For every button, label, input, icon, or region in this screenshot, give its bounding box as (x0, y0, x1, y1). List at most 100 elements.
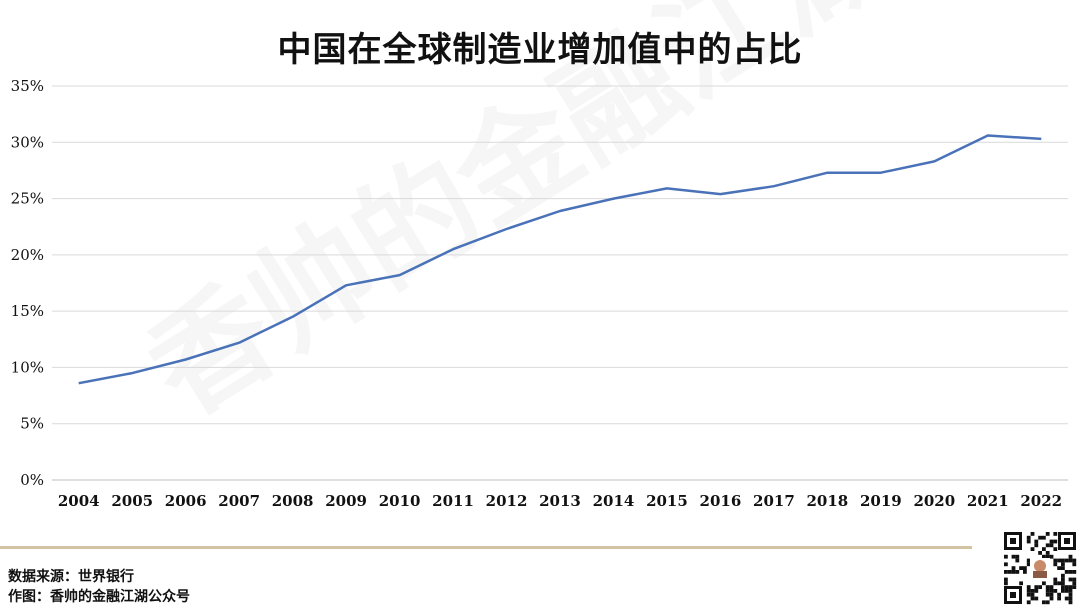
qr-cell (1068, 570, 1073, 574)
y-tick-label: 25% (11, 190, 44, 208)
qr-cell (1034, 596, 1039, 601)
qr-cell (1023, 570, 1027, 574)
qr-cell (1038, 535, 1042, 540)
qr-cell (1026, 558, 1031, 563)
qr-cell (1004, 570, 1008, 574)
qr-cell (1030, 547, 1035, 551)
qr-cell (1045, 554, 1050, 559)
x-tick-label: 2018 (806, 492, 848, 510)
x-tick-label: 2021 (967, 492, 1009, 510)
qr-cell (1026, 539, 1031, 544)
x-tick-label: 2009 (325, 492, 367, 510)
qr-code-icon (1002, 530, 1078, 606)
chart-title: 中国在全球制造业增加值中的占比 (277, 30, 803, 70)
qr-cell (1045, 600, 1050, 605)
qr-cell (1026, 535, 1031, 540)
qr-cell (1057, 592, 1061, 597)
qr-cell (1057, 558, 1061, 563)
qr-cell (1061, 589, 1065, 593)
qr-cell (1034, 589, 1039, 593)
qr-cell (1057, 566, 1061, 570)
qr-cell (1068, 585, 1073, 589)
qr-cell (1026, 589, 1031, 593)
qr-cell (1068, 589, 1073, 593)
qr-cell (1015, 558, 1020, 563)
qr-cell (1053, 581, 1058, 586)
qr-cell (1061, 558, 1065, 563)
qr-cell (1064, 558, 1069, 563)
qr-cell (1053, 532, 1058, 536)
qr-cell (1019, 581, 1023, 586)
qr-cell (1057, 581, 1061, 586)
qr-cell (1064, 570, 1069, 574)
qr-cell (1011, 554, 1016, 559)
qr-cell (1072, 581, 1077, 586)
x-tick-label: 2004 (58, 492, 100, 510)
qr-cell (1026, 592, 1031, 597)
qr-cell (1061, 577, 1065, 582)
series-line-0 (78, 134, 1042, 385)
x-tick-label: 2015 (646, 492, 688, 510)
qr-cell (1049, 592, 1054, 597)
qr-cell (1061, 581, 1065, 586)
qr-cell (1042, 535, 1046, 540)
qr-cell (1068, 600, 1073, 605)
qr-cell (1042, 547, 1046, 551)
y-tick-label: 10% (11, 358, 44, 376)
qr-cell (1042, 581, 1046, 586)
qr-cell (1034, 539, 1039, 544)
qr-cell (1057, 596, 1061, 601)
qr-cell (1049, 554, 1054, 559)
qr-cell (1072, 577, 1077, 582)
x-tick-label: 2017 (753, 492, 795, 510)
y-tick-label: 5% (20, 415, 44, 433)
qr-cell (1030, 596, 1035, 601)
qr-cell (1049, 543, 1054, 548)
qr-cell (1053, 539, 1058, 544)
qr-cell (1049, 585, 1054, 589)
qr-cell (1072, 558, 1077, 563)
qr-cell (1045, 589, 1050, 593)
qr-cell (1053, 562, 1058, 567)
x-tick-label: 2008 (272, 492, 314, 510)
qr-cell (1011, 570, 1016, 574)
qr-cell (1053, 577, 1058, 582)
qr-cell (1030, 589, 1035, 593)
qr-cell (1061, 566, 1065, 570)
qr-cell (1068, 577, 1073, 582)
x-tick-label: 2012 (486, 492, 528, 510)
x-tick-label: 2007 (218, 492, 260, 510)
author-note: 作图：香帅的金融江湖公众号 (8, 589, 190, 605)
x-tick-label: 2006 (165, 492, 207, 510)
qr-cell (1068, 558, 1073, 563)
x-tick-label: 2014 (593, 492, 635, 510)
qr-cell (1015, 570, 1020, 574)
footer-divider (0, 546, 972, 549)
qr-cell (1042, 600, 1046, 605)
x-tick-label: 2019 (860, 492, 902, 510)
y-tick-label: 15% (11, 302, 44, 320)
qr-cell (1004, 577, 1008, 582)
x-tick-label: 2010 (379, 492, 421, 510)
qr-cell (1049, 539, 1054, 544)
y-tick-label: 30% (11, 133, 44, 151)
qr-cell (1042, 554, 1046, 559)
line-chart: 0%5%10%15%20%25%30%35% 2004 2005 2006 2007 2… (11, 77, 1068, 510)
qr-cell (1064, 596, 1069, 601)
qr-cell (1034, 543, 1039, 548)
y-tick-label: 20% (11, 246, 44, 264)
qr-cell (1049, 589, 1054, 593)
qr-cell (1007, 570, 1012, 574)
qr-cell (1072, 570, 1077, 574)
qr-cell (1019, 566, 1023, 570)
x-tick-label: 2020 (913, 492, 955, 510)
qr-cell (1034, 585, 1039, 589)
x-axis-ticks: 2004 2005 2006 2007 2008 2009 2010 2011 2012 2013… (58, 492, 1062, 510)
x-tick-label: 2013 (539, 492, 581, 510)
qr-cell (1011, 566, 1016, 570)
data-source-note: 数据来源：世界银行 (8, 569, 134, 585)
qr-cell (1061, 585, 1065, 589)
qr-cell (1053, 589, 1058, 593)
y-tick-label: 35% (11, 77, 44, 95)
qr-cell (1072, 562, 1077, 567)
